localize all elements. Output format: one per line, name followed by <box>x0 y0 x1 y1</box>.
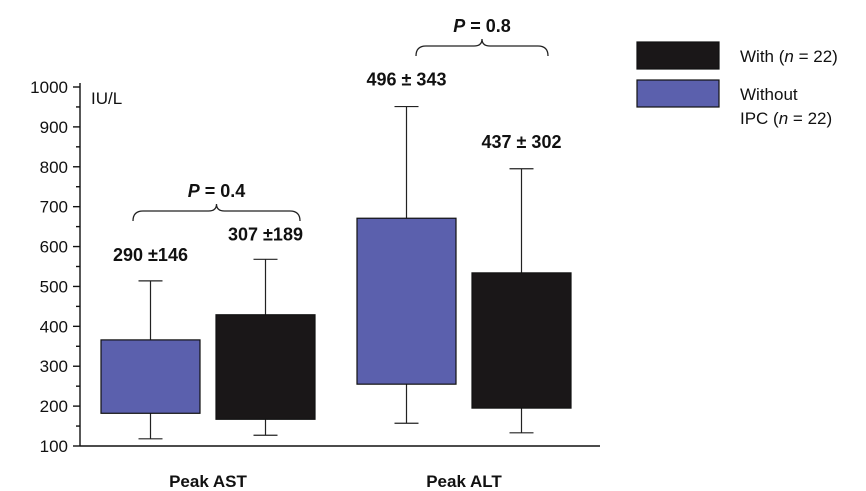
p-value-brace <box>132 203 301 222</box>
y-tick-label: 500 <box>40 277 68 296</box>
y-unit-label: IU/L <box>91 89 122 108</box>
y-tick-label: 400 <box>40 317 68 336</box>
p-symbol: P <box>188 181 201 201</box>
y-tick-label: 1000 <box>30 78 68 97</box>
box-without <box>100 339 201 414</box>
y-tick-label: 700 <box>40 198 68 217</box>
p-value-label: P = 0.8 <box>453 16 511 36</box>
box-annotation: 496 ± 343 <box>367 70 447 90</box>
y-tick-label: 300 <box>40 357 68 376</box>
legend-label-line2: IPC (n = 22) <box>740 109 832 128</box>
p-value-text: = 0.8 <box>465 16 511 36</box>
p-value-brace <box>415 38 549 57</box>
x-category-label: Peak AST <box>169 472 247 491</box>
x-category-label: Peak ALT <box>426 472 502 491</box>
p-symbol: P <box>453 16 466 36</box>
box-without <box>356 217 457 385</box>
legend-swatch <box>636 41 720 70</box>
box-annotation: 437 ± 302 <box>482 132 562 152</box>
p-value-label: P = 0.4 <box>188 181 246 201</box>
legend-label: With (n = 22) <box>740 47 838 66</box>
box-with <box>215 314 316 420</box>
p-value-text: = 0.4 <box>200 181 246 201</box>
box-with <box>471 272 572 409</box>
y-tick-label: 900 <box>40 118 68 137</box>
y-tick-label: 100 <box>40 437 68 456</box>
box-layer <box>100 105 572 440</box>
y-tick-label: 800 <box>40 158 68 177</box>
y-tick-label: 200 <box>40 397 68 416</box>
legend-label: Without <box>740 85 798 104</box>
y-tick-label: 600 <box>40 238 68 257</box>
axis-layer: 100 200 300 400 500 600 700 800 900 1000 IU/L <box>30 78 600 456</box>
label-layer: 290 ±146 307 ±189 Peak AST P = 0.4 496 ± 343… <box>113 16 561 491</box>
legend-swatch <box>636 79 720 108</box>
box-annotation: 290 ±146 <box>113 245 188 265</box>
box-annotation: 307 ±189 <box>228 224 303 244</box>
legend: With (n = 22) Without IPC (n = 22) <box>636 41 838 128</box>
